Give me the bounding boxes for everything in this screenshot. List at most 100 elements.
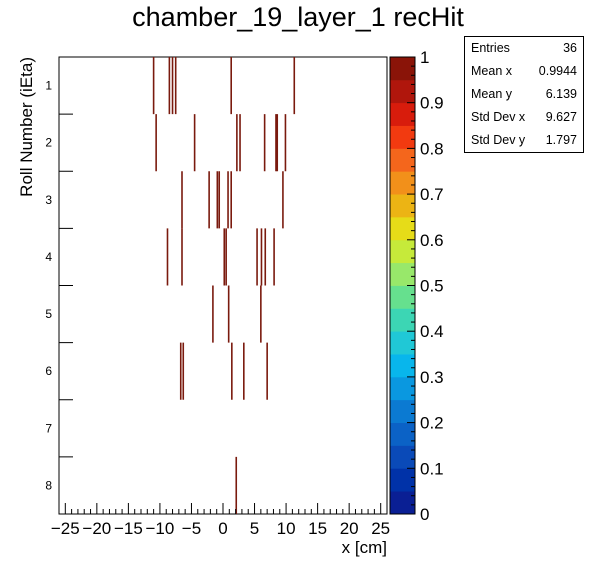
palette-segment [390, 445, 415, 469]
y-tick-label: 5 [45, 307, 52, 321]
stats-entries-value: 36 [563, 41, 577, 55]
hit-bin [155, 114, 157, 172]
hit-bin [231, 342, 233, 400]
palette-segment [390, 376, 415, 401]
hit-bin [218, 171, 221, 229]
y-tick-label: 4 [45, 250, 52, 264]
stats-entries-label: Entries [471, 41, 510, 55]
y-tick-label: 8 [45, 478, 52, 492]
palette-segment [390, 422, 415, 446]
palette-tick-label: 0.4 [420, 322, 444, 341]
hit-bin [284, 114, 287, 172]
y-tick-label: 6 [45, 364, 52, 378]
hit-bin [171, 57, 174, 115]
hit-bin [275, 114, 277, 172]
x-tick-label: 25 [371, 519, 390, 538]
hit-bin [235, 456, 238, 514]
hit-bin [193, 114, 196, 172]
palette-segment [390, 171, 415, 195]
stats-mean-x-value: 0.9944 [538, 64, 577, 78]
palette-tick-label: 1 [420, 48, 429, 67]
hit-bin [230, 57, 232, 115]
palette-tick-label: 0.3 [420, 368, 444, 387]
hit-bin [182, 342, 185, 400]
x-tick-label: −20 [82, 519, 111, 538]
palette-segment [390, 285, 415, 309]
stats-mean-x-label: Mean x [471, 64, 512, 78]
x-tick-label: 20 [340, 519, 359, 538]
x-tick-label: 15 [308, 519, 327, 538]
stats-std-y-label: Std Dev y [471, 133, 526, 147]
hit-bin [227, 285, 230, 343]
hit-bin [181, 228, 183, 286]
stats-std-x-value: 9.627 [545, 110, 577, 124]
hit-bin [174, 57, 177, 115]
hit-bin [181, 171, 183, 229]
palette-segment [390, 148, 415, 172]
hit-bin [243, 342, 245, 400]
hit-bin [166, 228, 169, 286]
x-tick-label: −10 [146, 519, 175, 538]
x-tick-label: 0 [218, 519, 227, 538]
x-tick-label: 5 [250, 519, 259, 538]
y-tick-label: 2 [45, 136, 52, 150]
plot-frame [58, 56, 388, 515]
x-tick-label: −25 [51, 519, 80, 538]
hit-bin [168, 57, 171, 115]
palette-tick-label: 0.2 [420, 414, 444, 433]
palette-segment [390, 399, 415, 423]
palette-segment [390, 491, 415, 515]
palette-tick-label: 0.6 [420, 231, 444, 250]
palette-segment [390, 468, 415, 492]
hit-bin [212, 285, 214, 343]
hit-bin [260, 285, 262, 343]
hit-bin [273, 228, 275, 286]
palette-tick-label: 0.1 [420, 459, 444, 478]
y-tick-label: 7 [45, 421, 52, 435]
hit-bin [230, 171, 232, 229]
palette-tick-label: 0.5 [420, 277, 444, 296]
chart-title: chamber_19_layer_1 recHit [132, 2, 464, 32]
stats-box: Entries 36 Mean x 0.9944 Mean y 6.139 St… [464, 36, 584, 153]
hit-bin [282, 171, 284, 229]
x-tick-label: −15 [114, 519, 143, 538]
palette-segment [390, 125, 415, 149]
hit-bin [236, 114, 238, 172]
palette-segment [390, 354, 415, 378]
palette-segment [390, 57, 415, 81]
hit-bin [276, 114, 279, 172]
hit-bin [260, 228, 263, 286]
palette-segment [390, 262, 415, 286]
palette-segment [390, 79, 415, 104]
palette-tick-label: 0.8 [420, 139, 444, 158]
palette-segment [390, 194, 415, 218]
palette-tick-label: 0.9 [420, 94, 444, 113]
hit-bin [152, 57, 155, 115]
hit-bin [256, 228, 258, 286]
palette-segment [390, 308, 415, 332]
y-axis-label: Roll Number (iEta) [17, 57, 36, 197]
stats-mean-y-value: 6.139 [545, 87, 577, 101]
palette-segment [390, 239, 415, 264]
hit-bin [264, 228, 267, 286]
stats-std-x-label: Std Dev x [471, 110, 526, 124]
hit-bin [239, 114, 241, 172]
palette-segment [390, 102, 415, 126]
hit-bin [208, 171, 210, 229]
x-axis-label: x [cm] [342, 538, 387, 557]
hit-bin [266, 342, 268, 400]
hit-bin [179, 342, 182, 400]
hit-bin [263, 114, 266, 172]
palette-segment [390, 331, 415, 355]
hit-bin [225, 228, 227, 286]
palette-segment [390, 216, 415, 241]
hit-bin [223, 228, 226, 286]
hit-bin [216, 171, 219, 229]
x-tick-label: 10 [277, 519, 296, 538]
palette-tick-label: 0.7 [420, 185, 444, 204]
stats-std-y-value: 1.797 [545, 133, 577, 147]
x-tick-label: −5 [182, 519, 201, 538]
stats-mean-y-label: Mean y [471, 87, 512, 101]
y-tick-label: 1 [45, 79, 52, 93]
